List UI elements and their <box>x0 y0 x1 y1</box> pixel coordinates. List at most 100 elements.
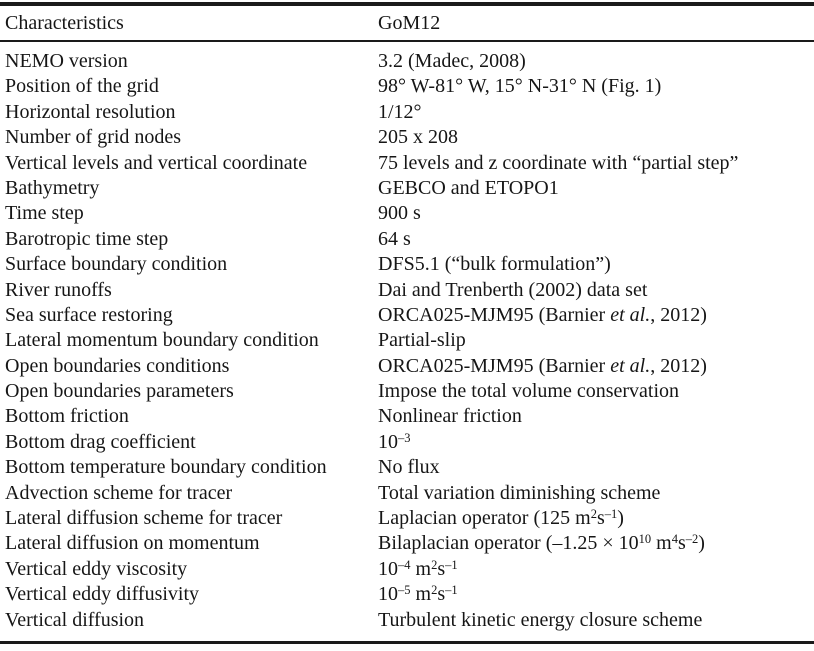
value-text: Turbulent kinetic energy closure scheme <box>378 608 703 631</box>
value-text: Impose the total volume conservation <box>378 380 680 403</box>
value-text: Nonlinear friction <box>378 405 522 428</box>
value-cell: 10–4 m2s–1 <box>378 557 814 582</box>
value-text: DFS5.1 (“bulk formulation”) <box>378 253 611 276</box>
value-cell: Total variation diminishing scheme <box>378 481 814 506</box>
characteristic-cell: Position of the grid <box>5 75 159 98</box>
table-header-row: Characteristics GoM12 <box>0 6 814 40</box>
table-row: Lateral momentum boundary condition Part… <box>0 328 814 353</box>
characteristic-cell: Vertical diffusion <box>5 608 145 631</box>
characteristic-cell: Lateral diffusion scheme for tracer <box>5 507 283 530</box>
value-cell: Laplacian operator (125 m2s–1) <box>378 506 814 531</box>
value-cell: 205 x 208 <box>378 125 814 150</box>
value-cell: 900 s <box>378 201 814 226</box>
value-cell: Turbulent kinetic energy closure scheme <box>378 608 814 633</box>
value-text: GEBCO and ETOPO1 <box>378 176 559 199</box>
table-row: Horizontal resolution 1/12° <box>0 100 814 125</box>
value-text: Bilaplacian operator (–1.25 × 10 <box>378 532 639 555</box>
characteristic-cell: NEMO version <box>5 50 128 72</box>
value-cell: Partial-slip <box>378 328 814 353</box>
characteristic-cell: Bottom friction <box>5 405 129 428</box>
header-separator-rule <box>0 40 814 42</box>
value-cell: 98° W-81° W, 15° N-31° N (Fig. 1) <box>378 74 814 99</box>
table-row: Advection scheme for tracer Total variat… <box>0 481 814 506</box>
value-cell: 75 levels and z coordinate with “partial… <box>378 151 814 176</box>
characteristic-cell: Lateral momentum boundary condition <box>5 329 319 352</box>
characteristic-cell: Advection scheme for tracer <box>5 481 233 504</box>
characteristic-cell: Sea surface restoring <box>5 303 173 326</box>
characteristic-cell: Lateral diffusion on momentum <box>5 532 260 555</box>
table-row: Vertical eddy diffusivity 10–5 m2s–1 <box>0 582 814 607</box>
table-row: Vertical diffusion Turbulent kinetic ene… <box>0 608 814 633</box>
table-row: Open boundaries parameters Impose the to… <box>0 379 814 404</box>
value-cell: Dai and Trenberth (2002) data set <box>378 278 814 303</box>
value-text: s <box>437 557 446 580</box>
header-gom12: GoM12 <box>378 11 441 34</box>
table-row: Vertical levels and vertical coordinate … <box>0 151 814 176</box>
characteristic-cell: Time step <box>5 202 84 225</box>
value-cell: 1/12° <box>378 100 814 125</box>
value-italic: et al. <box>610 303 651 326</box>
value-text: Laplacian operator (125 m <box>378 507 591 530</box>
value-cell: Impose the total volume conservation <box>378 379 814 404</box>
table-row: Sea surface restoring ORCA025-MJM95 (Bar… <box>0 303 814 328</box>
value-text: 1/12° <box>378 100 422 123</box>
table-row: Barotropic time step 64 s <box>0 227 814 252</box>
table-row: Time step 900 s <box>0 201 814 226</box>
value-text: ORCA025-MJM95 (Barnier <box>378 354 611 377</box>
value-text: 64 s <box>378 227 411 250</box>
characteristic-cell: River runoffs <box>5 278 112 301</box>
value-cell: ORCA025-MJM95 (Barnier et al., 2012) <box>378 303 814 328</box>
value-cell: DFS5.1 (“bulk formulation”) <box>378 252 814 277</box>
value-superscript: 2 <box>590 507 597 522</box>
value-italic: et al. <box>610 354 651 377</box>
value-text: No flux <box>378 456 440 479</box>
value-text: 10 <box>378 557 398 580</box>
value-text: 3.2 (Madec, 2008) <box>378 50 526 72</box>
value-superscript: 4 <box>671 532 678 547</box>
characteristic-cell: Horizontal resolution <box>5 100 176 123</box>
characteristic-cell: Open boundaries parameters <box>5 380 234 403</box>
value-superscript: 10 <box>638 532 652 547</box>
value-text: Partial-slip <box>378 329 466 352</box>
value-cell: ORCA025-MJM95 (Barnier et al., 2012) <box>378 354 814 379</box>
value-superscript: 2 <box>431 557 438 572</box>
characteristic-cell: Barotropic time step <box>5 227 169 250</box>
characteristic-cell: Number of grid nodes <box>5 126 182 149</box>
value-text: s <box>677 532 686 555</box>
value-cell: 64 s <box>378 227 814 252</box>
value-superscript: –1 <box>604 507 618 522</box>
value-text: 10 <box>378 430 398 453</box>
table-body: NEMO version 3.2 (Madec, 2008) Position … <box>0 42 814 633</box>
characteristic-cell: Vertical levels and vertical coordinate <box>5 151 308 174</box>
value-text: s <box>437 583 446 606</box>
value-text: s <box>596 507 605 530</box>
characteristic-cell: Vertical eddy diffusivity <box>5 583 200 606</box>
table-top-rule <box>0 2 814 6</box>
value-superscript: –3 <box>398 430 411 445</box>
value-cell: Nonlinear friction <box>378 404 814 429</box>
table-row: Bottom drag coefficient 10–3 <box>0 430 814 455</box>
table-row: Open boundaries conditions ORCA025-MJM95… <box>0 354 814 379</box>
value-text: ) <box>698 532 705 555</box>
table-row: Bottom friction Nonlinear friction <box>0 404 814 429</box>
value-text: 75 levels and z coordinate with “partial… <box>378 151 739 174</box>
table-row: Bathymetry GEBCO and ETOPO1 <box>0 176 814 201</box>
value-text: 900 s <box>378 202 421 225</box>
table-row: Lateral diffusion scheme for tracer Lapl… <box>0 506 814 531</box>
value-text: 98° W-81° W, 15° N-31° N (Fig. 1) <box>378 75 662 98</box>
value-superscript: –4 <box>398 557 411 572</box>
value-text: 10 <box>378 583 398 606</box>
value-cell: No flux <box>378 455 814 480</box>
value-text: 205 x 208 <box>378 126 458 149</box>
table-row: Lateral diffusion on momentum Bilaplacia… <box>0 531 814 556</box>
value-text: ORCA025-MJM95 (Barnier <box>378 303 611 326</box>
value-cell: Bilaplacian operator (–1.25 × 1010 m4s–2… <box>378 531 814 556</box>
characteristic-cell: Bottom drag coefficient <box>5 430 196 453</box>
value-text: m <box>410 583 432 606</box>
value-text: Dai and Trenberth (2002) data set <box>378 278 648 301</box>
value-text: m <box>410 557 432 580</box>
value-superscript: –5 <box>398 583 411 598</box>
value-cell: 10–3 <box>378 430 814 455</box>
value-cell: 3.2 (Madec, 2008) <box>378 49 814 74</box>
